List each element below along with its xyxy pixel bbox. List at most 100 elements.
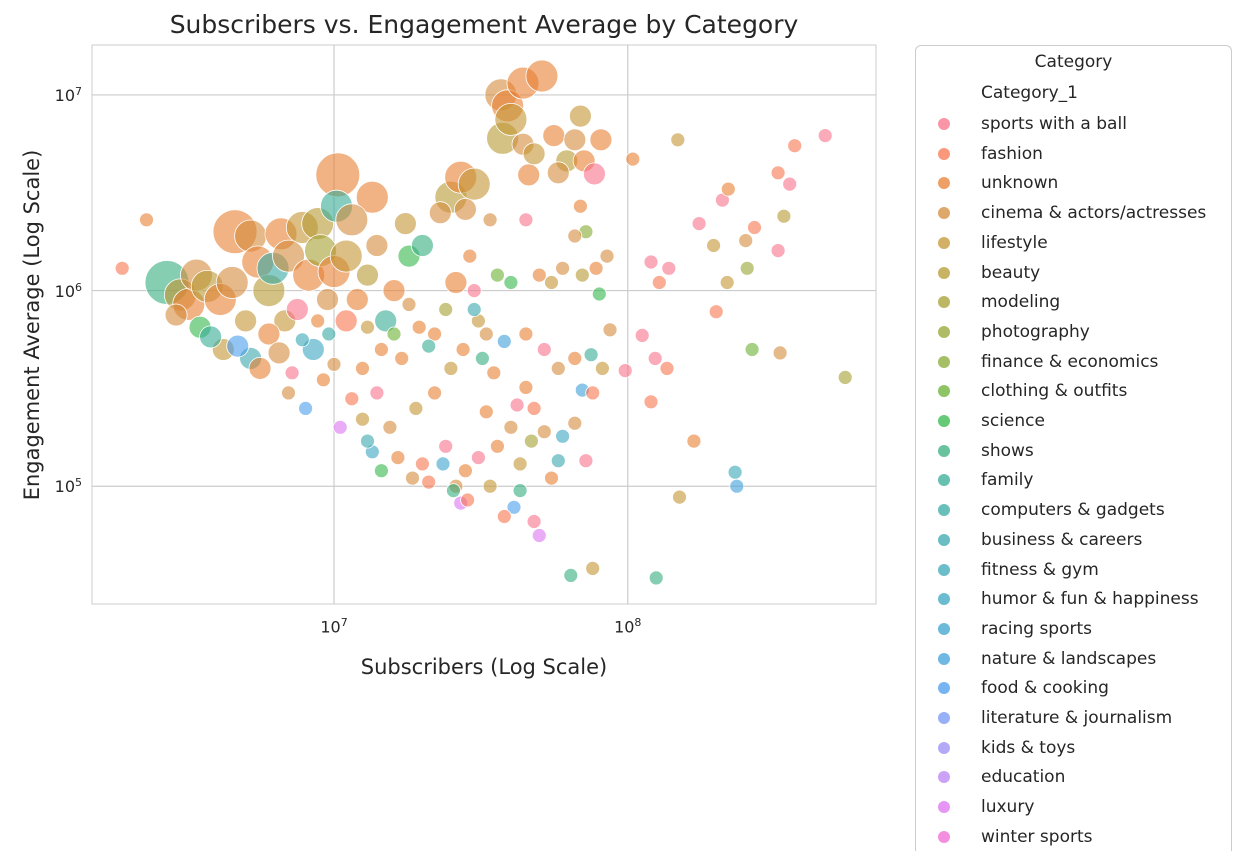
data-point (591, 286, 607, 302)
data-point (114, 260, 130, 276)
x-tick-label: 108 (614, 616, 642, 637)
data-point (285, 298, 309, 321)
data-point (747, 220, 762, 235)
data-point (670, 132, 686, 148)
legend-marker (938, 147, 950, 160)
data-point (506, 499, 522, 515)
data-point (770, 243, 786, 259)
data-point (525, 59, 559, 93)
data-point (589, 128, 613, 152)
data-point (281, 385, 296, 401)
data-point (382, 419, 398, 435)
legend-marker (938, 118, 950, 130)
legend-marker (938, 563, 950, 576)
legend-item: kids & toys (916, 736, 1075, 760)
data-point (526, 514, 542, 529)
data-point (738, 233, 754, 249)
data-point (332, 419, 348, 435)
data-point (386, 326, 402, 342)
data-point (427, 326, 443, 342)
data-point (526, 400, 542, 416)
data-point (512, 456, 528, 472)
data-point (489, 438, 505, 454)
x-tick-label: 107 (320, 616, 348, 637)
data-point (321, 326, 337, 342)
data-point (585, 385, 601, 401)
data-point (563, 128, 587, 152)
data-point (782, 176, 798, 192)
legend-item: winter sports (916, 825, 1092, 849)
data-point (569, 104, 592, 128)
legend-label: unknown (981, 173, 1059, 194)
data-point (369, 385, 385, 401)
data-point (578, 453, 594, 469)
legend-label: lifestyle (981, 232, 1048, 253)
data-point (360, 433, 375, 449)
data-point (602, 322, 618, 338)
data-point (390, 450, 406, 466)
legend-label: beauty (981, 262, 1041, 283)
legend-label: nature & landscapes (981, 648, 1157, 669)
data-point (438, 302, 454, 317)
legend-label: computers & gadgets (981, 500, 1165, 521)
y-tick-label: 105 (54, 476, 82, 497)
data-point (524, 433, 539, 449)
data-point (394, 350, 410, 366)
legend-marker (938, 207, 950, 220)
legend-item: luxury (916, 795, 1034, 819)
data-point (226, 334, 250, 358)
data-point (494, 103, 528, 136)
data-point (310, 313, 326, 329)
data-point (719, 275, 735, 290)
legend-item: fitness & gym (916, 558, 1099, 582)
data-point (360, 319, 375, 335)
legend-label: shows (981, 440, 1034, 461)
legend-label: racing sports (981, 618, 1093, 639)
data-point (509, 397, 525, 413)
legend-item: lifestyle (916, 231, 1048, 255)
legend-label: clothing & outfits (981, 381, 1128, 402)
data-point (329, 239, 363, 273)
data-point (428, 201, 452, 225)
legend-marker (938, 830, 950, 843)
data-point (522, 142, 546, 166)
legend-label: fashion (981, 143, 1043, 164)
data-point (365, 234, 389, 257)
legend-subtitle: Category_1 (981, 83, 1078, 103)
data-point (462, 248, 478, 264)
data-point (356, 263, 379, 287)
legend-marker (938, 682, 950, 695)
legend-label: winter sports (981, 826, 1093, 847)
data-point (335, 203, 369, 237)
data-point (546, 161, 570, 185)
data-point (486, 365, 502, 381)
data-point (457, 167, 491, 201)
data-point (672, 489, 687, 505)
data-point (643, 254, 659, 270)
data-point (199, 325, 223, 349)
data-point (284, 365, 300, 381)
legend-label: cinema & actors/actresses (981, 203, 1207, 224)
data-point (272, 239, 305, 273)
data-point (315, 372, 331, 388)
data-point (567, 228, 583, 244)
data-point (139, 212, 154, 228)
data-point (770, 165, 786, 181)
data-point (550, 360, 566, 376)
legend-label: food & cooking (981, 678, 1109, 699)
data-point (599, 248, 615, 264)
legend-item: humor & fun & happiness (916, 587, 1199, 611)
data-point (531, 528, 547, 543)
data-point (744, 342, 760, 357)
legend-marker (938, 593, 950, 606)
legend-item: beauty (916, 261, 1040, 285)
legend-label: finance & economics (981, 351, 1159, 372)
legend-marker (938, 801, 950, 814)
legend-label: business & careers (981, 529, 1143, 550)
legend-marker (938, 177, 950, 190)
data-point (355, 180, 389, 214)
legend-item: computers & gadgets (916, 498, 1165, 522)
data-point (345, 288, 369, 311)
x-axis-label: Subscribers (Log Scale) (360, 655, 608, 679)
data-point (474, 350, 490, 366)
